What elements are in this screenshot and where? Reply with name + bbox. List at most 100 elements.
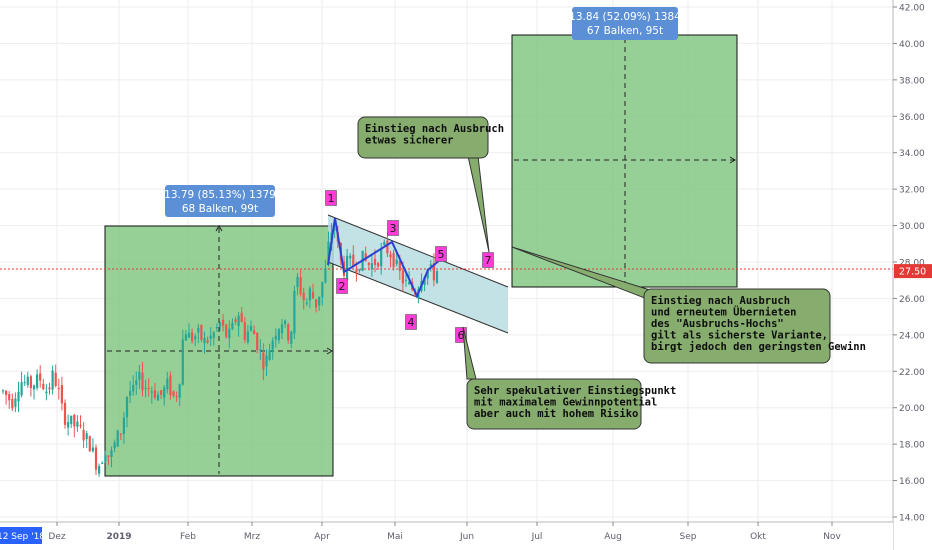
candle-body	[36, 374, 39, 388]
candle-body	[284, 320, 287, 325]
pattern-zigzag[interactable]	[327, 217, 442, 299]
time-tick-label: Nov	[823, 532, 841, 542]
candle-body	[429, 264, 432, 267]
price-tick-label: 26.00	[899, 295, 925, 305]
candle-body	[94, 447, 98, 470]
candle-body	[358, 269, 361, 271]
candle-body	[110, 450, 113, 458]
candle-body	[293, 290, 296, 334]
candle-body	[308, 288, 311, 301]
note-text: Sehr spekulativer Einstiegspunkt	[474, 385, 676, 397]
candle-body	[91, 447, 94, 452]
candle-body	[191, 332, 194, 342]
candle-body	[268, 350, 271, 361]
candle-body	[82, 429, 85, 441]
note-text: aber auch mit hohem Risiko	[474, 408, 638, 420]
candle-body	[249, 325, 253, 331]
candle-body	[408, 281, 411, 284]
candle-body	[11, 398, 14, 409]
candle-body	[290, 331, 293, 344]
candle-body	[76, 421, 79, 427]
candle-body	[231, 322, 234, 330]
candle-body	[383, 242, 386, 245]
candle-body	[119, 433, 122, 435]
svg-text:27.50: 27.50	[899, 267, 926, 278]
svg-text:12 Sep '18: 12 Sep '18	[0, 532, 45, 542]
measure-labels: 13.79 (85.13%) 1379 68 Balken, 99t 13.84 (…	[164, 7, 681, 217]
candle-body	[333, 229, 336, 231]
candle-body	[101, 462, 104, 464]
descending-channel[interactable]	[327, 214, 509, 334]
candle-body	[79, 424, 82, 426]
price-axis[interactable]: 14.00 16.00 18.00 20.00 22.00 24.00 26.00 28.00…	[892, 0, 932, 550]
candle-body	[209, 335, 212, 339]
candle-body	[54, 372, 57, 386]
candle-body	[23, 382, 26, 384]
candle-body	[212, 332, 215, 338]
time-tick-label: Mai	[387, 532, 403, 542]
marker-6: 6	[455, 327, 467, 343]
svg-text:7: 7	[485, 254, 492, 267]
price-tick-label: 40.00	[899, 40, 925, 50]
svg-text:6: 6	[458, 329, 465, 342]
note-text: des "Ausbruchs-Hochs"	[651, 318, 784, 330]
candle-body	[243, 322, 246, 340]
candle-body	[63, 402, 67, 425]
current-price-badge: 27.50	[894, 264, 932, 279]
candle-body	[125, 397, 129, 418]
price-tick-label: 20.00	[899, 404, 925, 414]
marker-7: 7	[482, 252, 494, 268]
callout-pointer-breakout	[467, 155, 490, 253]
price-tick-label: 36.00	[899, 113, 925, 123]
price-tick-label: 42.00	[899, 4, 925, 14]
candle-body	[355, 269, 358, 273]
candle-body	[172, 391, 175, 396]
candle-body	[194, 336, 197, 340]
candle-body	[32, 385, 36, 390]
zigzag-line[interactable]	[327, 217, 442, 299]
candle-body	[311, 291, 315, 299]
price-tick-label: 22.00	[899, 368, 925, 378]
candle-body	[377, 263, 380, 267]
candle-body	[153, 390, 156, 398]
candle-body	[48, 387, 51, 390]
channel-fill	[328, 215, 508, 333]
time-axis-bg	[0, 522, 893, 550]
candle-body	[26, 376, 29, 386]
candle-body	[423, 276, 426, 285]
candle-body	[237, 315, 240, 327]
price-tick-label: 14.00	[899, 514, 925, 524]
candle-body	[274, 335, 277, 340]
candle-body	[302, 292, 305, 301]
arrow-right-icon	[729, 156, 736, 164]
candle-body	[57, 388, 60, 390]
time-axis[interactable]: Dez 2019 Feb Mrz Apr Mai Jun Jul Aug Sep Okt Nov 12 …	[0, 521, 893, 550]
candle-body	[85, 433, 88, 440]
price-tick-label: 38.00	[899, 76, 925, 86]
candle-body	[222, 319, 225, 326]
time-tick-label: 2019	[106, 532, 131, 542]
arrow-up-icon	[215, 225, 223, 232]
candle-body	[144, 387, 147, 389]
time-tick-label: Mrz	[244, 532, 260, 542]
candle-body	[98, 466, 101, 474]
channel-upper-line[interactable]	[327, 214, 509, 288]
candle-body	[265, 355, 268, 367]
candle-body	[299, 277, 302, 294]
candle-body	[70, 415, 73, 425]
candle-body	[184, 334, 187, 341]
candle-body	[200, 325, 203, 340]
candle-body	[426, 269, 429, 279]
candle-body	[395, 259, 398, 265]
candle-body	[132, 384, 135, 392]
candle-body	[160, 390, 163, 395]
candle-body	[169, 375, 172, 395]
candle-body	[138, 371, 141, 380]
candle-body	[181, 339, 184, 385]
candle-body	[42, 383, 45, 390]
